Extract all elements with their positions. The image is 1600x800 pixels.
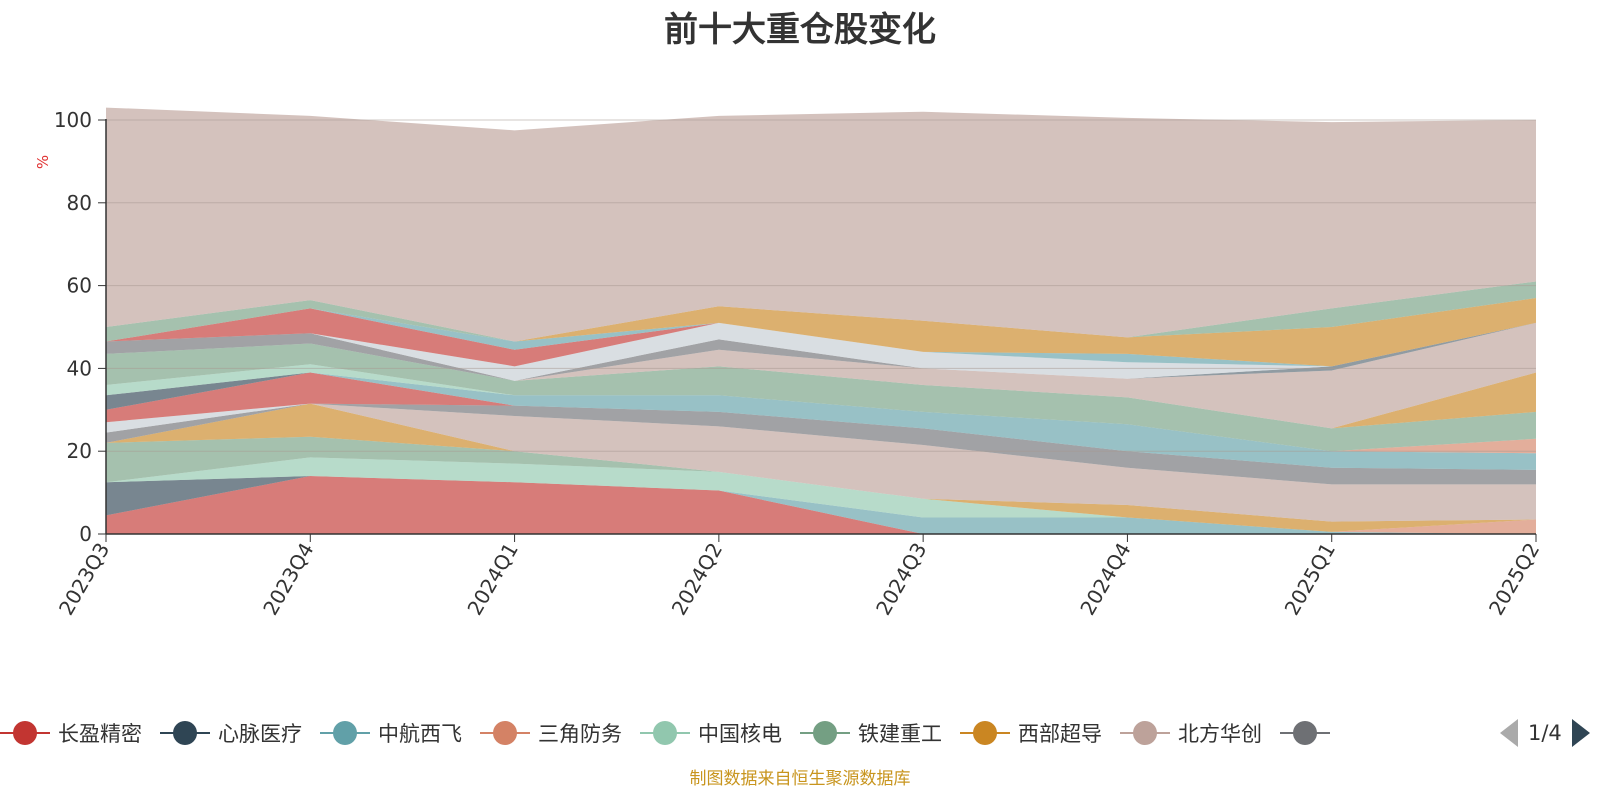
legend-item-5[interactable]: 铁建重工 <box>800 718 942 748</box>
legend-marker-icon <box>320 719 370 747</box>
area-series-5[interactable] <box>106 436 1536 532</box>
chart-plot: 0 20 40 60 80 100 2023Q3 2023Q4 2024Q1 2024Q2 202… <box>34 107 1544 620</box>
legend-item-3[interactable]: 三角防务 <box>480 718 622 748</box>
legend-item-4[interactable]: 中国核电 <box>640 718 782 748</box>
legend-marker-icon <box>480 719 530 747</box>
legend-label: 中国核电 <box>698 722 782 746</box>
legend-label: 铁建重工 <box>858 722 942 746</box>
x-tick-label: 2024Q3 <box>871 539 931 620</box>
x-tick-label: 2024Q4 <box>1075 539 1135 620</box>
legend-item-8[interactable] <box>1280 719 1338 747</box>
area-series-13[interactable] <box>106 372 1536 470</box>
chart-title: 前十大重仓股变化 <box>664 10 936 50</box>
legend-marker-icon <box>960 719 1010 747</box>
x-tick-label: 2024Q2 <box>667 539 727 620</box>
legend-label: 西部超导 <box>1018 722 1102 746</box>
legend-item-7[interactable]: 北方华创 <box>1120 718 1262 748</box>
x-tick-label: 2024Q1 <box>462 539 522 620</box>
legend-item-0[interactable]: 长盈精密 <box>0 718 142 748</box>
source-note: 制图数据来自恒生聚源数据库 <box>689 769 911 789</box>
legend-label: 长盈精密 <box>58 722 142 746</box>
area-series-1[interactable] <box>106 476 1536 534</box>
legend-item-2[interactable]: 中航西飞 <box>320 718 462 748</box>
area-series-26[interactable] <box>106 107 1536 342</box>
x-tick-label: 2023Q4 <box>258 539 318 620</box>
area-series-12[interactable] <box>106 372 1536 470</box>
legend-next-arrow-icon[interactable] <box>1571 719 1590 747</box>
legend-marker-icon <box>160 719 210 747</box>
y-axis-label: % <box>34 155 52 169</box>
legend-marker-icon <box>1120 719 1170 747</box>
y-tick-label: 40 <box>67 356 92 380</box>
area-series-0[interactable] <box>106 476 1536 534</box>
area-series-8[interactable] <box>106 403 1536 485</box>
legend: 长盈精密 心脉医疗 中航西飞 三角防务 中国核电 铁建重工 西部超导 北方华创 1/4 <box>0 716 1600 750</box>
legend-marker-icon <box>640 719 690 747</box>
legend-prev-arrow-icon[interactable] <box>1500 719 1518 747</box>
legend-item-6[interactable]: 西部超导 <box>960 718 1102 748</box>
x-tick-label: 2025Q1 <box>1280 539 1340 620</box>
legend-label: 心脉医疗 <box>218 722 302 746</box>
legend-pager: 1/4 <box>1500 716 1590 750</box>
x-tick-label: 2025Q2 <box>1484 539 1544 620</box>
legend-items: 长盈精密 心脉医疗 中航西飞 三角防务 中国核电 铁建重工 西部超导 北方华创 <box>0 716 1480 750</box>
area-series-17[interactable] <box>106 343 1536 429</box>
y-tick-label: 100 <box>54 108 92 132</box>
y-tick-label: 0 <box>79 522 92 546</box>
area-series-7[interactable] <box>106 403 1536 522</box>
legend-item-1[interactable]: 心脉医疗 <box>160 718 302 748</box>
y-tick-label: 60 <box>67 274 92 298</box>
legend-marker-icon <box>800 719 850 747</box>
legend-marker-icon <box>1280 719 1330 747</box>
legend-label: 北方华创 <box>1178 722 1262 746</box>
legend-marker-icon <box>0 719 50 747</box>
area-series-24[interactable] <box>106 298 1536 367</box>
area-series-18[interactable] <box>106 322 1536 429</box>
area-series-6[interactable] <box>106 403 1536 532</box>
y-tick-label: 80 <box>67 191 92 215</box>
y-tick-label: 20 <box>67 439 92 463</box>
area-series-10[interactable] <box>106 403 1536 470</box>
legend-viewport: 长盈精密 心脉医疗 中航西飞 三角防务 中国核电 铁建重工 西部超导 北方华创 <box>0 716 1480 750</box>
area-series-16[interactable] <box>106 343 1536 452</box>
area-series-22[interactable] <box>106 308 1536 367</box>
legend-label: 三角防务 <box>538 722 622 746</box>
area-series-4[interactable] <box>106 457 1536 532</box>
legend-label: 中航西飞 <box>378 722 462 746</box>
legend-page-indicator: 1/4 <box>1528 721 1562 745</box>
area-series-2[interactable] <box>106 476 1536 534</box>
area-series-21[interactable] <box>106 322 1536 381</box>
area-series-15[interactable] <box>106 364 1536 452</box>
x-tick-label: 2023Q3 <box>54 539 114 620</box>
